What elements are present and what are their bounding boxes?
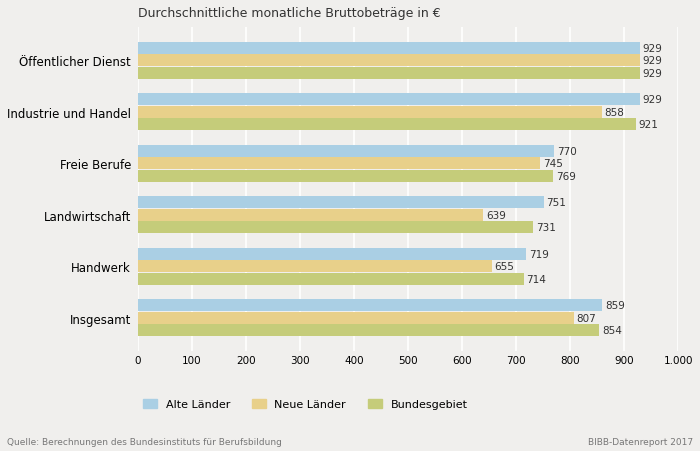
Bar <box>138 312 574 324</box>
Text: Quelle: Berechnungen des Bundesinstituts für Berufsbildung: Quelle: Berechnungen des Bundesinstituts… <box>7 437 282 446</box>
Text: BIBB-Datenreport 2017: BIBB-Datenreport 2017 <box>588 437 693 446</box>
Text: 719: 719 <box>529 249 549 259</box>
Bar <box>138 299 602 312</box>
Text: Durchschnittliche monatliche Bruttobeträge in €: Durchschnittliche monatliche Bruttobeträ… <box>138 7 440 20</box>
Text: 770: 770 <box>556 147 577 156</box>
Bar <box>138 170 554 183</box>
Bar <box>138 273 524 285</box>
Bar <box>138 55 640 67</box>
Text: 655: 655 <box>495 262 514 272</box>
Text: 807: 807 <box>577 313 596 323</box>
Text: 751: 751 <box>547 198 566 208</box>
Text: 921: 921 <box>638 120 658 130</box>
Text: 929: 929 <box>643 69 662 79</box>
Text: 639: 639 <box>486 211 506 221</box>
Text: 714: 714 <box>526 274 546 284</box>
Bar <box>138 106 601 119</box>
Bar <box>138 94 640 106</box>
Legend: Alte Länder, Neue Länder, Bundesgebiet: Alte Länder, Neue Länder, Bundesgebiet <box>144 399 468 410</box>
Bar <box>138 43 640 55</box>
Bar <box>138 248 526 260</box>
Bar <box>138 197 544 209</box>
Text: 929: 929 <box>643 95 662 105</box>
Text: 745: 745 <box>543 159 563 169</box>
Text: 859: 859 <box>605 301 624 311</box>
Bar <box>138 158 540 170</box>
Text: 854: 854 <box>602 326 622 336</box>
Text: 929: 929 <box>643 44 662 54</box>
Text: 769: 769 <box>556 171 576 181</box>
Bar <box>138 146 554 157</box>
Bar <box>138 119 636 131</box>
Text: 858: 858 <box>604 108 624 118</box>
Text: 731: 731 <box>536 223 556 233</box>
Bar <box>138 68 640 80</box>
Bar <box>138 222 533 234</box>
Bar <box>138 209 483 221</box>
Bar <box>138 261 492 273</box>
Bar <box>138 325 599 337</box>
Text: 929: 929 <box>643 56 662 66</box>
